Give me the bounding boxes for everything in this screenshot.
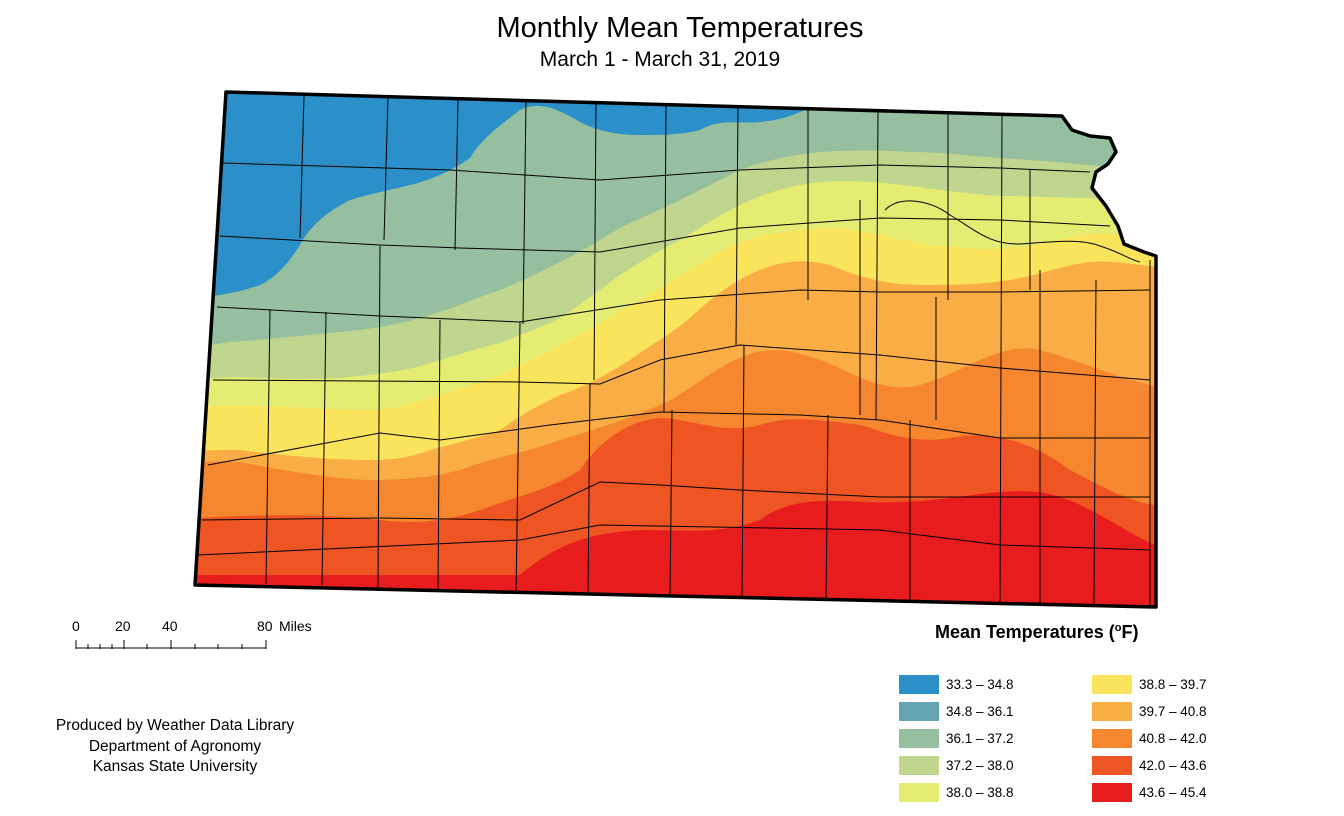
legend-title: Mean Temperatures (oF) — [935, 622, 1138, 643]
legend-swatch — [899, 756, 939, 775]
scale-units-label: Miles — [279, 618, 312, 634]
legend-label: 43.6 – 45.4 — [1139, 785, 1207, 800]
legend-label: 38.8 – 39.7 — [1139, 677, 1207, 692]
legend-label: 40.8 – 42.0 — [1139, 731, 1207, 746]
scale-label-40: 40 — [162, 618, 178, 634]
legend-degree-sup: o — [1114, 622, 1122, 634]
scale-label-80: 80 — [257, 618, 273, 634]
legend-label: 38.0 – 38.8 — [946, 785, 1014, 800]
scale-bar: 0 20 40 80 Miles — [72, 618, 312, 649]
legend-label: 42.0 – 43.6 — [1139, 758, 1207, 773]
legend-label: 34.8 – 36.1 — [946, 704, 1014, 719]
legend-swatch — [1092, 702, 1132, 721]
legend-swatch — [899, 783, 939, 802]
band-33-3-34-8 — [195, 92, 820, 300]
legend-title-text: Mean Temperatures ( — [935, 622, 1115, 642]
map-subtitle: March 1 - March 31, 2019 — [539, 48, 781, 71]
legend-label: 36.1 – 37.2 — [946, 731, 1014, 746]
credits-line-1: Produced by Weather Data Library — [55, 717, 295, 734]
legend-label: 37.2 – 38.0 — [946, 758, 1014, 773]
legend-label: 39.7 – 40.8 — [1139, 704, 1207, 719]
map-title: Monthly Mean Temperatures — [496, 12, 864, 44]
legend-swatch — [1092, 675, 1132, 694]
county-boundaries — [197, 94, 1151, 607]
credits-line-2: Department of Agronomy — [88, 737, 262, 755]
credits: Produced by Weather Data Library Departm… — [30, 716, 320, 778]
legend-swatch — [899, 675, 939, 694]
legend-title-unit: F) — [1121, 622, 1139, 642]
scale-label-20: 20 — [115, 618, 131, 634]
legend-swatch — [1092, 783, 1132, 802]
temperature-bands — [195, 92, 1156, 607]
kansas-state-outline — [193, 90, 1158, 609]
legend-swatch — [899, 702, 939, 721]
legend-label: 33.3 – 34.8 — [946, 677, 1014, 692]
legend-swatch — [1092, 729, 1132, 748]
legend-swatch — [1092, 756, 1132, 775]
legend-swatch — [899, 729, 939, 748]
scale-label-0: 0 — [72, 618, 80, 634]
credits-line-3: Kansas State University — [92, 758, 258, 775]
